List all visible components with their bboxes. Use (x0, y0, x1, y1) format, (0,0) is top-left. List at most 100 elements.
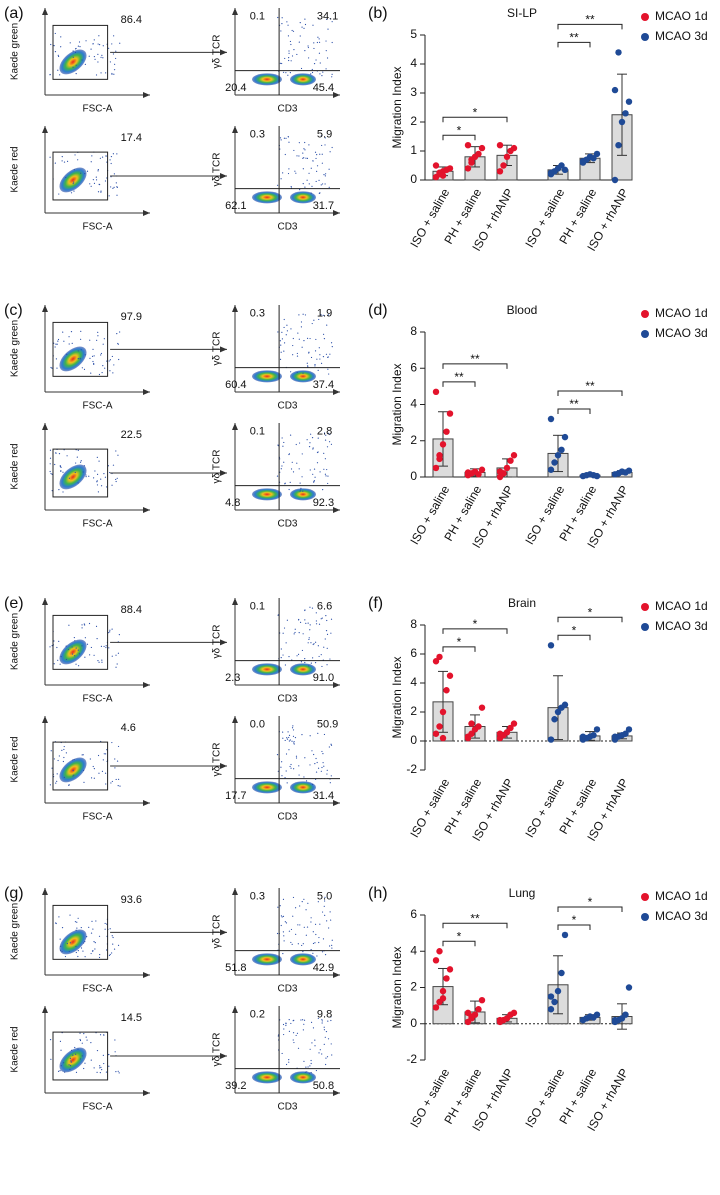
event-dot (54, 346, 56, 348)
event-dot (291, 943, 293, 945)
event-dot (311, 750, 313, 752)
event-dot (49, 73, 51, 76)
event-dot (109, 159, 111, 161)
y-tick-label: 6 (410, 646, 417, 660)
event-dot (68, 343, 70, 345)
event-dot (309, 629, 311, 631)
event-dot (325, 434, 327, 436)
event-dot (331, 21, 333, 23)
event-dot (316, 170, 318, 172)
data-point (443, 687, 450, 694)
event-dot (307, 1066, 309, 1068)
event-dot (93, 941, 95, 943)
event-dot (115, 666, 117, 668)
data-point (478, 704, 486, 711)
event-dot (292, 735, 295, 737)
event-dot (102, 343, 104, 345)
event-dot (329, 782, 331, 784)
event-dot (325, 40, 327, 42)
event-dot (65, 752, 67, 754)
y-tick-label: 4 (410, 943, 417, 957)
event-dot (323, 905, 325, 907)
quadrant-value: 50.9 (317, 719, 338, 731)
event-dot (283, 441, 285, 444)
data-point (547, 169, 555, 176)
event-dot (302, 1019, 304, 1021)
event-dot (108, 47, 110, 49)
event-dot (80, 330, 82, 332)
event-dot (315, 933, 317, 936)
significance-bracket (442, 940, 476, 947)
event-dot (83, 781, 85, 784)
event-dot (114, 1039, 116, 1041)
density (252, 1071, 282, 1084)
event-dot (100, 354, 102, 356)
event-dot (73, 190, 75, 192)
event-dot (82, 754, 84, 756)
axis-label: FSC-A (83, 222, 113, 233)
event-dot (93, 363, 95, 365)
axis-label: γδ TCR (212, 332, 223, 366)
event-dot (99, 1065, 101, 1067)
event-dot (297, 332, 299, 334)
legend-label: MCAO 1d (655, 889, 708, 903)
event-dot (77, 917, 79, 919)
event-dot (318, 1052, 320, 1054)
event-dot (301, 453, 303, 455)
event-dot (285, 334, 287, 336)
significance-label: ** (569, 31, 579, 45)
data-point (554, 452, 562, 459)
event-dot (72, 759, 74, 761)
event-dot (302, 183, 304, 185)
event-dot (318, 347, 320, 349)
event-dot (320, 135, 322, 137)
event-dot (119, 331, 121, 333)
y-tick-label: 4 (410, 675, 417, 689)
gate (52, 321, 109, 377)
event-dot (313, 753, 315, 756)
density (252, 370, 282, 383)
quadrant-value: 34.1 (317, 11, 338, 23)
event-dot (291, 29, 293, 32)
event-dot (321, 75, 323, 77)
y-tick-label: 8 (410, 324, 417, 338)
event-dot (119, 42, 121, 44)
axis-label: FSC-A (83, 104, 113, 115)
event-dot (314, 762, 316, 765)
event-dot (330, 919, 332, 921)
y-tick-label: -2 (406, 762, 417, 776)
significance-bracket (442, 646, 476, 652)
gate (52, 448, 109, 498)
data-point (446, 672, 454, 679)
axis-label: CD3 (277, 984, 297, 995)
event-dot (51, 490, 53, 492)
event-dot (310, 1062, 312, 1065)
event-dot (108, 1065, 110, 1067)
event-dot (90, 646, 92, 649)
event-dot (78, 41, 81, 43)
event-dot (327, 1020, 329, 1022)
event-dot (55, 782, 57, 784)
event-dot (80, 926, 82, 929)
event-dot (70, 331, 73, 333)
event-dot (314, 364, 316, 366)
event-dot (276, 475, 279, 477)
event-dot (304, 657, 306, 660)
event-dot (306, 926, 309, 928)
data-point (496, 142, 504, 149)
quadrant-value: 0.3 (250, 129, 265, 141)
event-dot (303, 1019, 306, 1021)
event-dot (308, 351, 310, 353)
event-dot (318, 192, 320, 194)
event-dot (66, 455, 68, 457)
legend-marker (641, 330, 649, 338)
event-dot (58, 489, 60, 491)
event-dot (323, 468, 325, 470)
axis-label: γδ TCR (212, 450, 223, 484)
event-dot (293, 633, 295, 635)
event-dot (319, 354, 321, 356)
event-dot (115, 480, 117, 483)
event-dot (321, 750, 323, 753)
event-dot (63, 340, 65, 342)
data-point (432, 658, 440, 665)
